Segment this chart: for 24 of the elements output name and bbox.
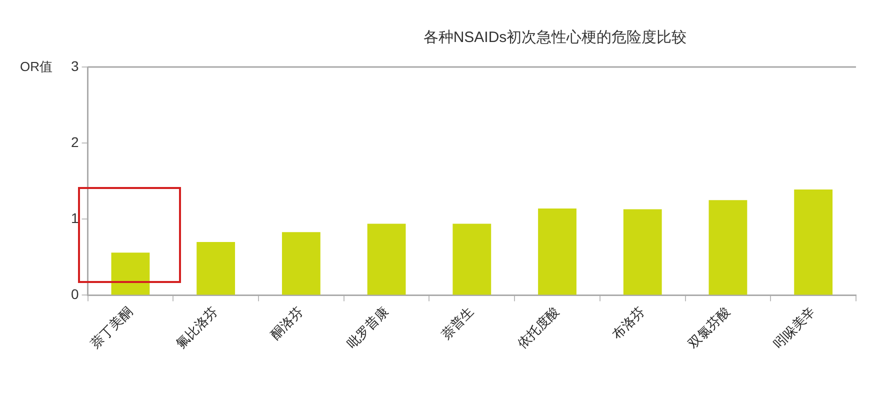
x-tick-label: 酮洛芬 — [268, 304, 306, 342]
x-tick-label: 萘普生 — [438, 304, 477, 342]
bar — [196, 242, 236, 295]
chart-title: 各种NSAIDs初次急性心梗的危险度比较 — [422, 28, 688, 47]
x-tick-label: 吡罗昔康 — [344, 304, 392, 352]
y-tick-label: 1 — [70, 210, 79, 226]
bar — [452, 224, 492, 295]
y-axis-title: OR值 — [20, 58, 52, 76]
bar — [538, 208, 576, 295]
bar — [623, 209, 662, 295]
bar — [111, 252, 150, 295]
x-tick-label: 布洛芬 — [609, 304, 648, 342]
x-tick-label: 萘丁美酮 — [88, 304, 136, 352]
bar — [708, 200, 748, 295]
x-tick-label: 依托度酸 — [514, 304, 562, 352]
y-tick-label: 3 — [70, 58, 79, 74]
bar — [282, 232, 320, 295]
y-tick-label: 2 — [70, 134, 79, 150]
bar — [794, 189, 833, 295]
x-tick-label: 氟比洛芬 — [173, 304, 220, 352]
x-tick-label: 吲哚美辛 — [770, 304, 818, 352]
y-tick-label: 0 — [70, 286, 79, 302]
x-tick-label: 双氯芬酸 — [685, 304, 733, 352]
bar — [367, 224, 406, 295]
